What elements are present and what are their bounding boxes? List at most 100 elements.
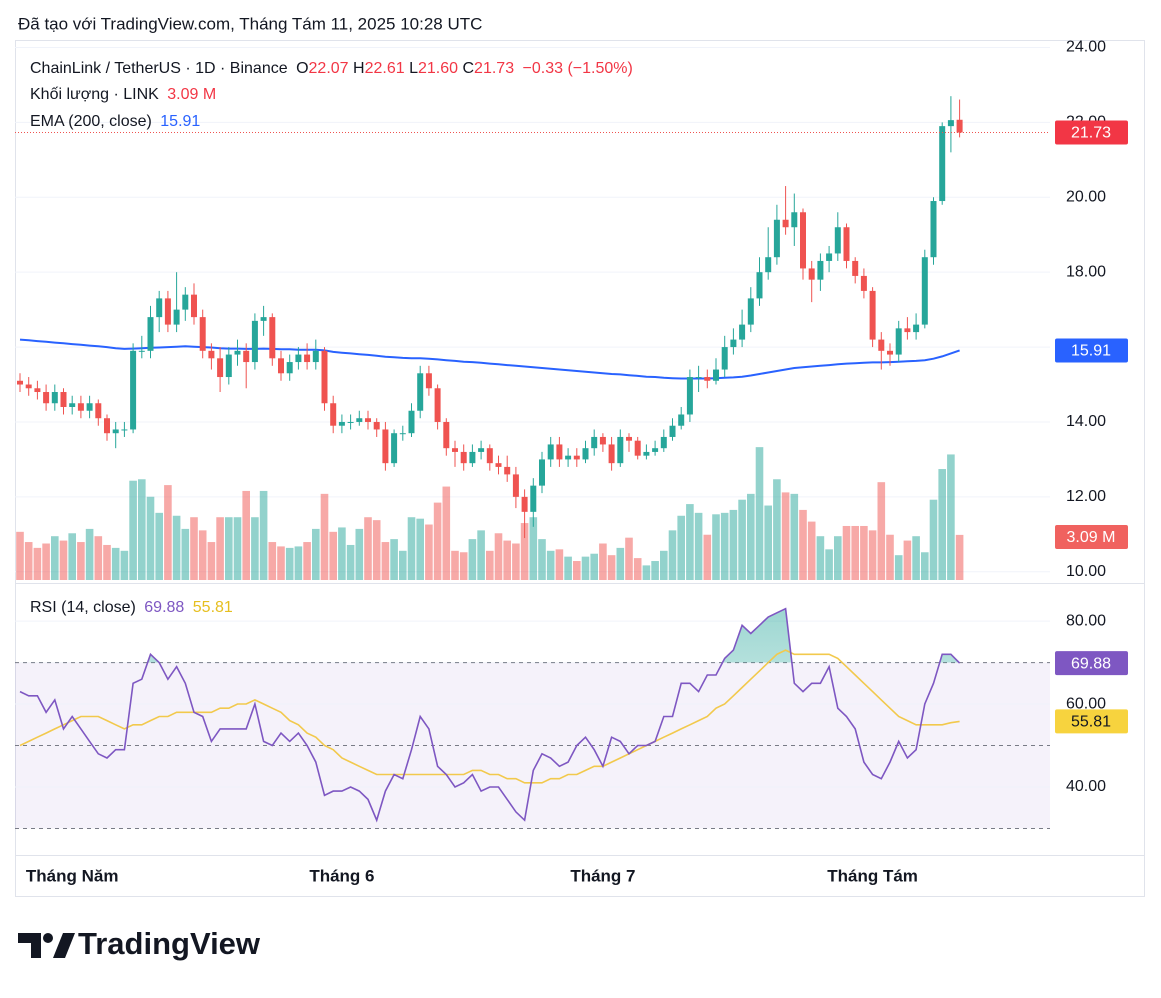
candle-body xyxy=(686,377,693,415)
volume-value: 3.09 M xyxy=(167,86,216,103)
candle-body xyxy=(521,496,528,512)
volume-bar xyxy=(33,547,42,580)
volume-bar xyxy=(251,517,259,580)
candle-body xyxy=(634,440,641,456)
volume-bar xyxy=(816,536,825,580)
open-label: O xyxy=(296,60,308,77)
volume-bar xyxy=(929,499,938,580)
candle-body xyxy=(660,436,667,449)
y-tick-label: 40.00 xyxy=(1066,778,1106,795)
volume-bar xyxy=(607,555,616,580)
volume-bar xyxy=(581,556,590,580)
candle-body xyxy=(895,328,902,355)
volume-bar xyxy=(807,521,816,580)
candle-body xyxy=(243,350,250,363)
volume-bar xyxy=(894,555,903,580)
logo-icon xyxy=(43,933,53,943)
legend-rsi: RSI (14, close) 69.88 55.81 xyxy=(30,599,233,616)
candle-body xyxy=(565,455,572,460)
volume-bar xyxy=(703,534,712,580)
volume-bar xyxy=(947,454,955,580)
volume-bar xyxy=(372,520,381,580)
volume-bar xyxy=(381,542,390,580)
candle-body xyxy=(382,429,389,464)
volume-bar xyxy=(825,549,833,580)
volume-bar xyxy=(503,540,511,580)
candle-body xyxy=(530,485,537,512)
volume-bar xyxy=(198,530,207,580)
candle-body xyxy=(765,257,772,273)
candle-body xyxy=(860,275,867,291)
x-tick-label: Tháng Tám xyxy=(827,866,918,885)
volume-bar xyxy=(364,517,372,580)
volume-bar xyxy=(555,549,564,580)
y-tick-label: 10.00 xyxy=(1066,563,1106,580)
candle-body xyxy=(643,451,650,456)
candle-body xyxy=(17,380,23,385)
volume-badge: 3.09 M xyxy=(1067,529,1116,546)
volume-bar xyxy=(868,530,877,580)
candle-body xyxy=(347,421,354,423)
volume-bar xyxy=(433,502,442,580)
volume-bar xyxy=(294,546,303,580)
candle-body xyxy=(373,421,380,430)
volume-bar xyxy=(103,544,111,580)
candle-body xyxy=(417,373,424,411)
last-price-badge-bg xyxy=(1055,120,1128,145)
rsi-overbought-fill xyxy=(20,608,960,663)
volume-bar xyxy=(529,517,538,580)
volume-bar xyxy=(399,550,407,580)
candle-body xyxy=(356,418,363,422)
symbol: ChainLink / TetherUS · 1D · Binance xyxy=(30,60,288,77)
ema-name: EMA (200, close) xyxy=(30,113,152,130)
ema-line xyxy=(19,338,960,380)
rsi-name: RSI (14, close) xyxy=(30,599,136,616)
candle-body xyxy=(234,350,241,355)
volume-bar xyxy=(834,536,842,580)
volume-bar xyxy=(738,499,746,580)
candle-body xyxy=(225,354,232,378)
x-tick-label: Tháng Năm xyxy=(26,866,119,885)
volume-bar xyxy=(799,509,807,580)
candle-body xyxy=(539,459,545,486)
candle-body xyxy=(730,339,737,348)
plot: Tháng Năm Tháng 6 Tháng 7 Tháng Tám 10.00 12.… xyxy=(15,39,1128,885)
candle-body xyxy=(217,358,224,378)
candle-body xyxy=(478,448,485,452)
candle-body xyxy=(852,260,859,276)
candle-body xyxy=(486,448,493,464)
header: Đã tạo với TradingView.com, Tháng Tám 11… xyxy=(18,14,482,33)
candle-body xyxy=(251,320,258,363)
candle-body xyxy=(121,429,128,431)
candle-body xyxy=(739,324,746,340)
volume-bar xyxy=(851,525,859,580)
rsi-badge-bg xyxy=(1055,651,1128,676)
rsi-line xyxy=(19,607,961,823)
volume-bar xyxy=(68,533,76,580)
volume-bar xyxy=(564,556,572,580)
rsi-ma-value: 55.81 xyxy=(193,599,233,616)
volume-bar xyxy=(912,536,920,580)
volume-bar xyxy=(303,542,311,580)
candle-body xyxy=(295,354,302,363)
volume-bar xyxy=(790,493,799,580)
volume-bar xyxy=(955,534,964,580)
candle-body xyxy=(626,436,632,441)
candle-body xyxy=(800,212,806,269)
candle-body xyxy=(112,429,119,434)
volume-bar xyxy=(181,528,190,580)
candle-body xyxy=(199,317,206,351)
volume-bar xyxy=(668,530,677,580)
candle-body xyxy=(434,388,441,422)
volume-badge-bg xyxy=(1055,525,1128,549)
candle-body xyxy=(913,324,920,333)
volume-bar xyxy=(694,512,703,580)
y-tick-label: 24.00 xyxy=(1066,39,1106,56)
candle-body xyxy=(921,257,928,325)
volume-bar xyxy=(233,517,242,580)
candle-body xyxy=(130,350,137,430)
candle-body xyxy=(469,451,476,464)
volume-bar xyxy=(755,447,764,580)
volume-bar xyxy=(764,505,772,580)
